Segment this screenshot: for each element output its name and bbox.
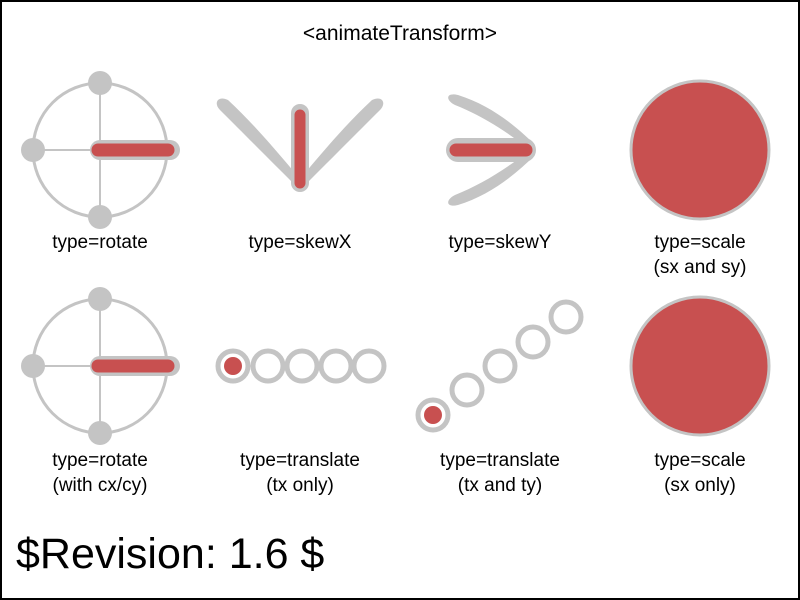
ghost-ring-2 [250, 348, 286, 384]
translate-tx-illustration [215, 348, 387, 384]
ghost-blade-bottom [448, 150, 535, 206]
ghost-dot-left [21, 138, 45, 162]
ghost-ring-2 [449, 372, 485, 408]
label-translate-tx-line1: type=translate [240, 450, 360, 471]
ghost-dot-top [88, 287, 112, 311]
ghost-dot-left [21, 354, 45, 378]
label-scale-line1: type=scale [654, 232, 745, 253]
scale-sx-illustration [629, 295, 771, 437]
label-rotate-center-line2: (with cx/cy) [53, 475, 148, 496]
skewx-illustration [216, 98, 384, 192]
ghost-blade-right [295, 98, 384, 190]
label-scale-line2: (sx and sy) [654, 257, 747, 278]
label-scale-sx-line1: type=scale [654, 450, 745, 471]
ghost-ring-3 [284, 348, 320, 384]
label-skewy: type=skewY [449, 232, 552, 253]
label-translate-tx-line2: (tx only) [266, 475, 334, 496]
red-dot [224, 357, 242, 375]
ghost-ring-1 [415, 397, 451, 433]
ghost-blade-left [216, 98, 305, 190]
ghost-blade-top [448, 94, 535, 150]
label-translate-txty-line1: type=translate [440, 450, 560, 471]
rotate-center-illustration [21, 287, 180, 445]
ghost-dot-bottom [88, 421, 112, 445]
diagram-title: <animateTransform> [303, 22, 497, 45]
label-rotate-center-line1: type=rotate [52, 450, 148, 471]
label-translate-txty-line2: (tx and ty) [458, 475, 542, 496]
revision-text: $Revision: 1.6 $ [16, 530, 324, 578]
label-scale-sx-line2: (sx only) [664, 475, 736, 496]
scale-illustration [629, 79, 771, 221]
ghost-dot-bottom [88, 205, 112, 229]
rotate-illustration [21, 71, 180, 229]
ghost-ring-5 [548, 299, 584, 335]
red-dot [424, 406, 442, 424]
skewy-illustration [446, 94, 536, 206]
ghost-ring-5 [351, 348, 387, 384]
ghost-ring-4 [515, 324, 551, 360]
scaled-circle [629, 79, 771, 221]
label-skewx: type=skewX [249, 232, 352, 253]
ghost-dot-top [88, 71, 112, 95]
translate-txty-illustration [415, 299, 584, 433]
ghost-ring-1 [215, 348, 251, 384]
label-rotate: type=rotate [52, 232, 148, 253]
ghost-ring-3 [482, 348, 518, 384]
scaled-circle [629, 295, 771, 437]
ghost-ring-4 [318, 348, 354, 384]
